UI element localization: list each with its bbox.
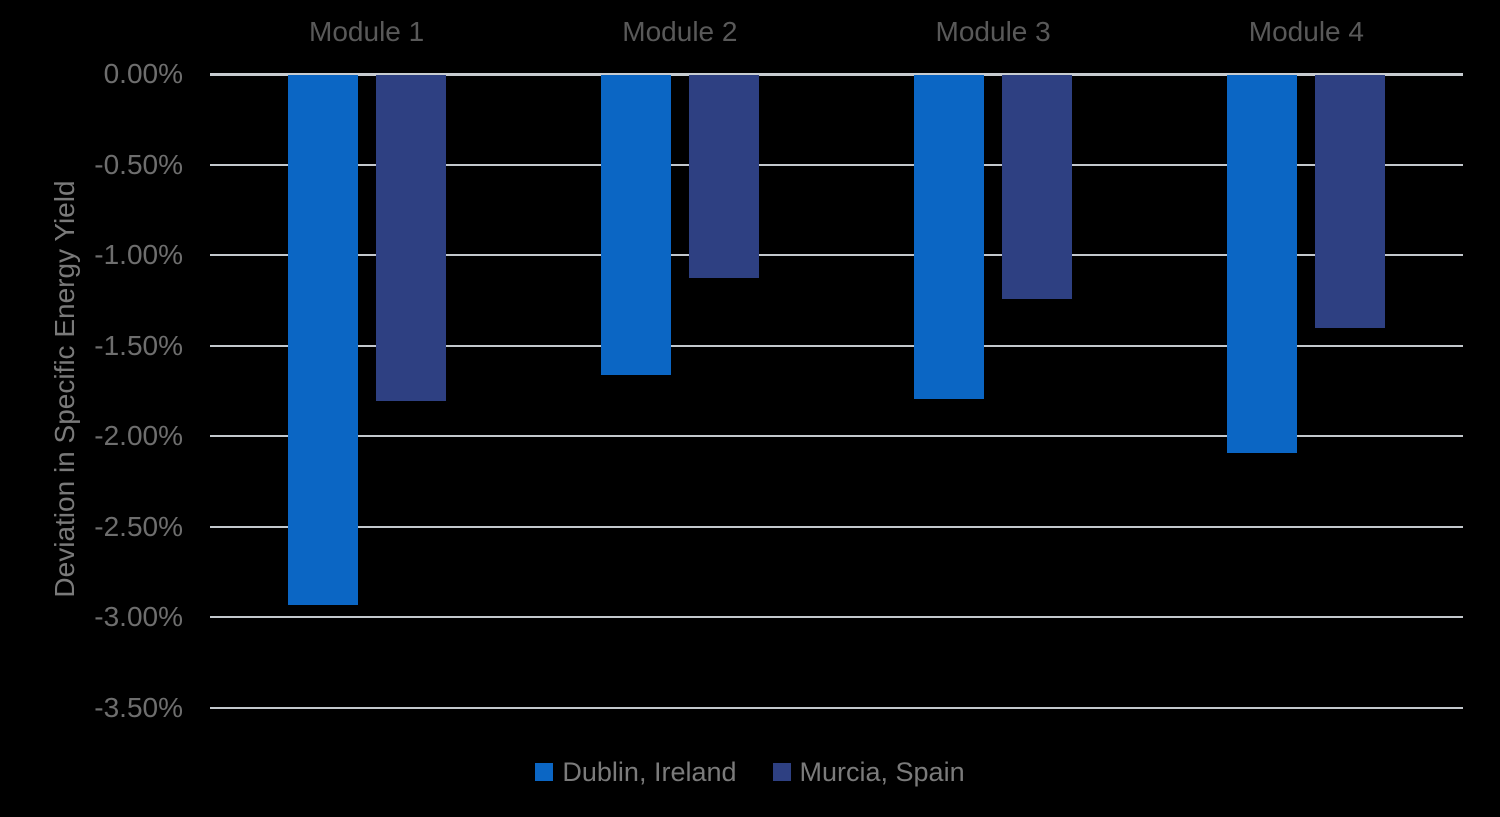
- category-label-4: Module 4: [1248, 16, 1364, 47]
- bar-murcia-module-2[interactable]: [688, 75, 759, 278]
- bar-murcia-module-3[interactable]: [1002, 75, 1073, 300]
- y-tick-label: -1.00%: [94, 239, 183, 270]
- legend-item-murcia[interactable]: Murcia, Spain: [772, 756, 965, 788]
- bar-dublin-module-2[interactable]: [600, 75, 671, 376]
- gridline: [210, 163, 1463, 166]
- gridline: [210, 706, 1463, 709]
- y-axis-title: Deviation in Specific Energy Yield: [49, 180, 80, 598]
- legend-label-dublin: Dublin, Ireland: [562, 756, 737, 787]
- gridline: [210, 525, 1463, 528]
- bar-dublin-module-3[interactable]: [914, 75, 985, 399]
- legend: Dublin, Ireland Murcia, Spain: [0, 748, 1500, 796]
- y-tick-label: -1.50%: [94, 329, 183, 361]
- gridline: [210, 344, 1463, 347]
- category-label-2: Module 2: [622, 16, 738, 47]
- gridline: [210, 435, 1463, 437]
- legend-swatch-murcia: [772, 763, 791, 781]
- bar-murcia-module-1[interactable]: [375, 75, 446, 401]
- legend-label-murcia: Murcia, Spain: [799, 756, 965, 787]
- gridline: [210, 616, 1463, 618]
- y-tick-label: -2.50%: [94, 510, 183, 542]
- gridline: [210, 254, 1463, 256]
- category-label-1: Module 1: [309, 16, 425, 47]
- zero-axis-line: [210, 72, 1463, 76]
- y-tick-label: 0.00%: [103, 58, 183, 89]
- bar-dublin-module-1[interactable]: [287, 75, 358, 606]
- bar-dublin-module-4[interactable]: [1227, 75, 1298, 454]
- y-tick-label: -2.00%: [94, 420, 183, 451]
- y-tick-label: -3.00%: [94, 601, 183, 632]
- legend-swatch-dublin: [535, 763, 554, 781]
- bar-murcia-module-4[interactable]: [1315, 75, 1386, 329]
- legend-item-dublin[interactable]: Dublin, Ireland: [535, 756, 737, 788]
- y-tick-label: -3.50%: [94, 691, 183, 723]
- category-label-3: Module 3: [935, 16, 1051, 47]
- y-tick-label: -0.50%: [94, 148, 183, 180]
